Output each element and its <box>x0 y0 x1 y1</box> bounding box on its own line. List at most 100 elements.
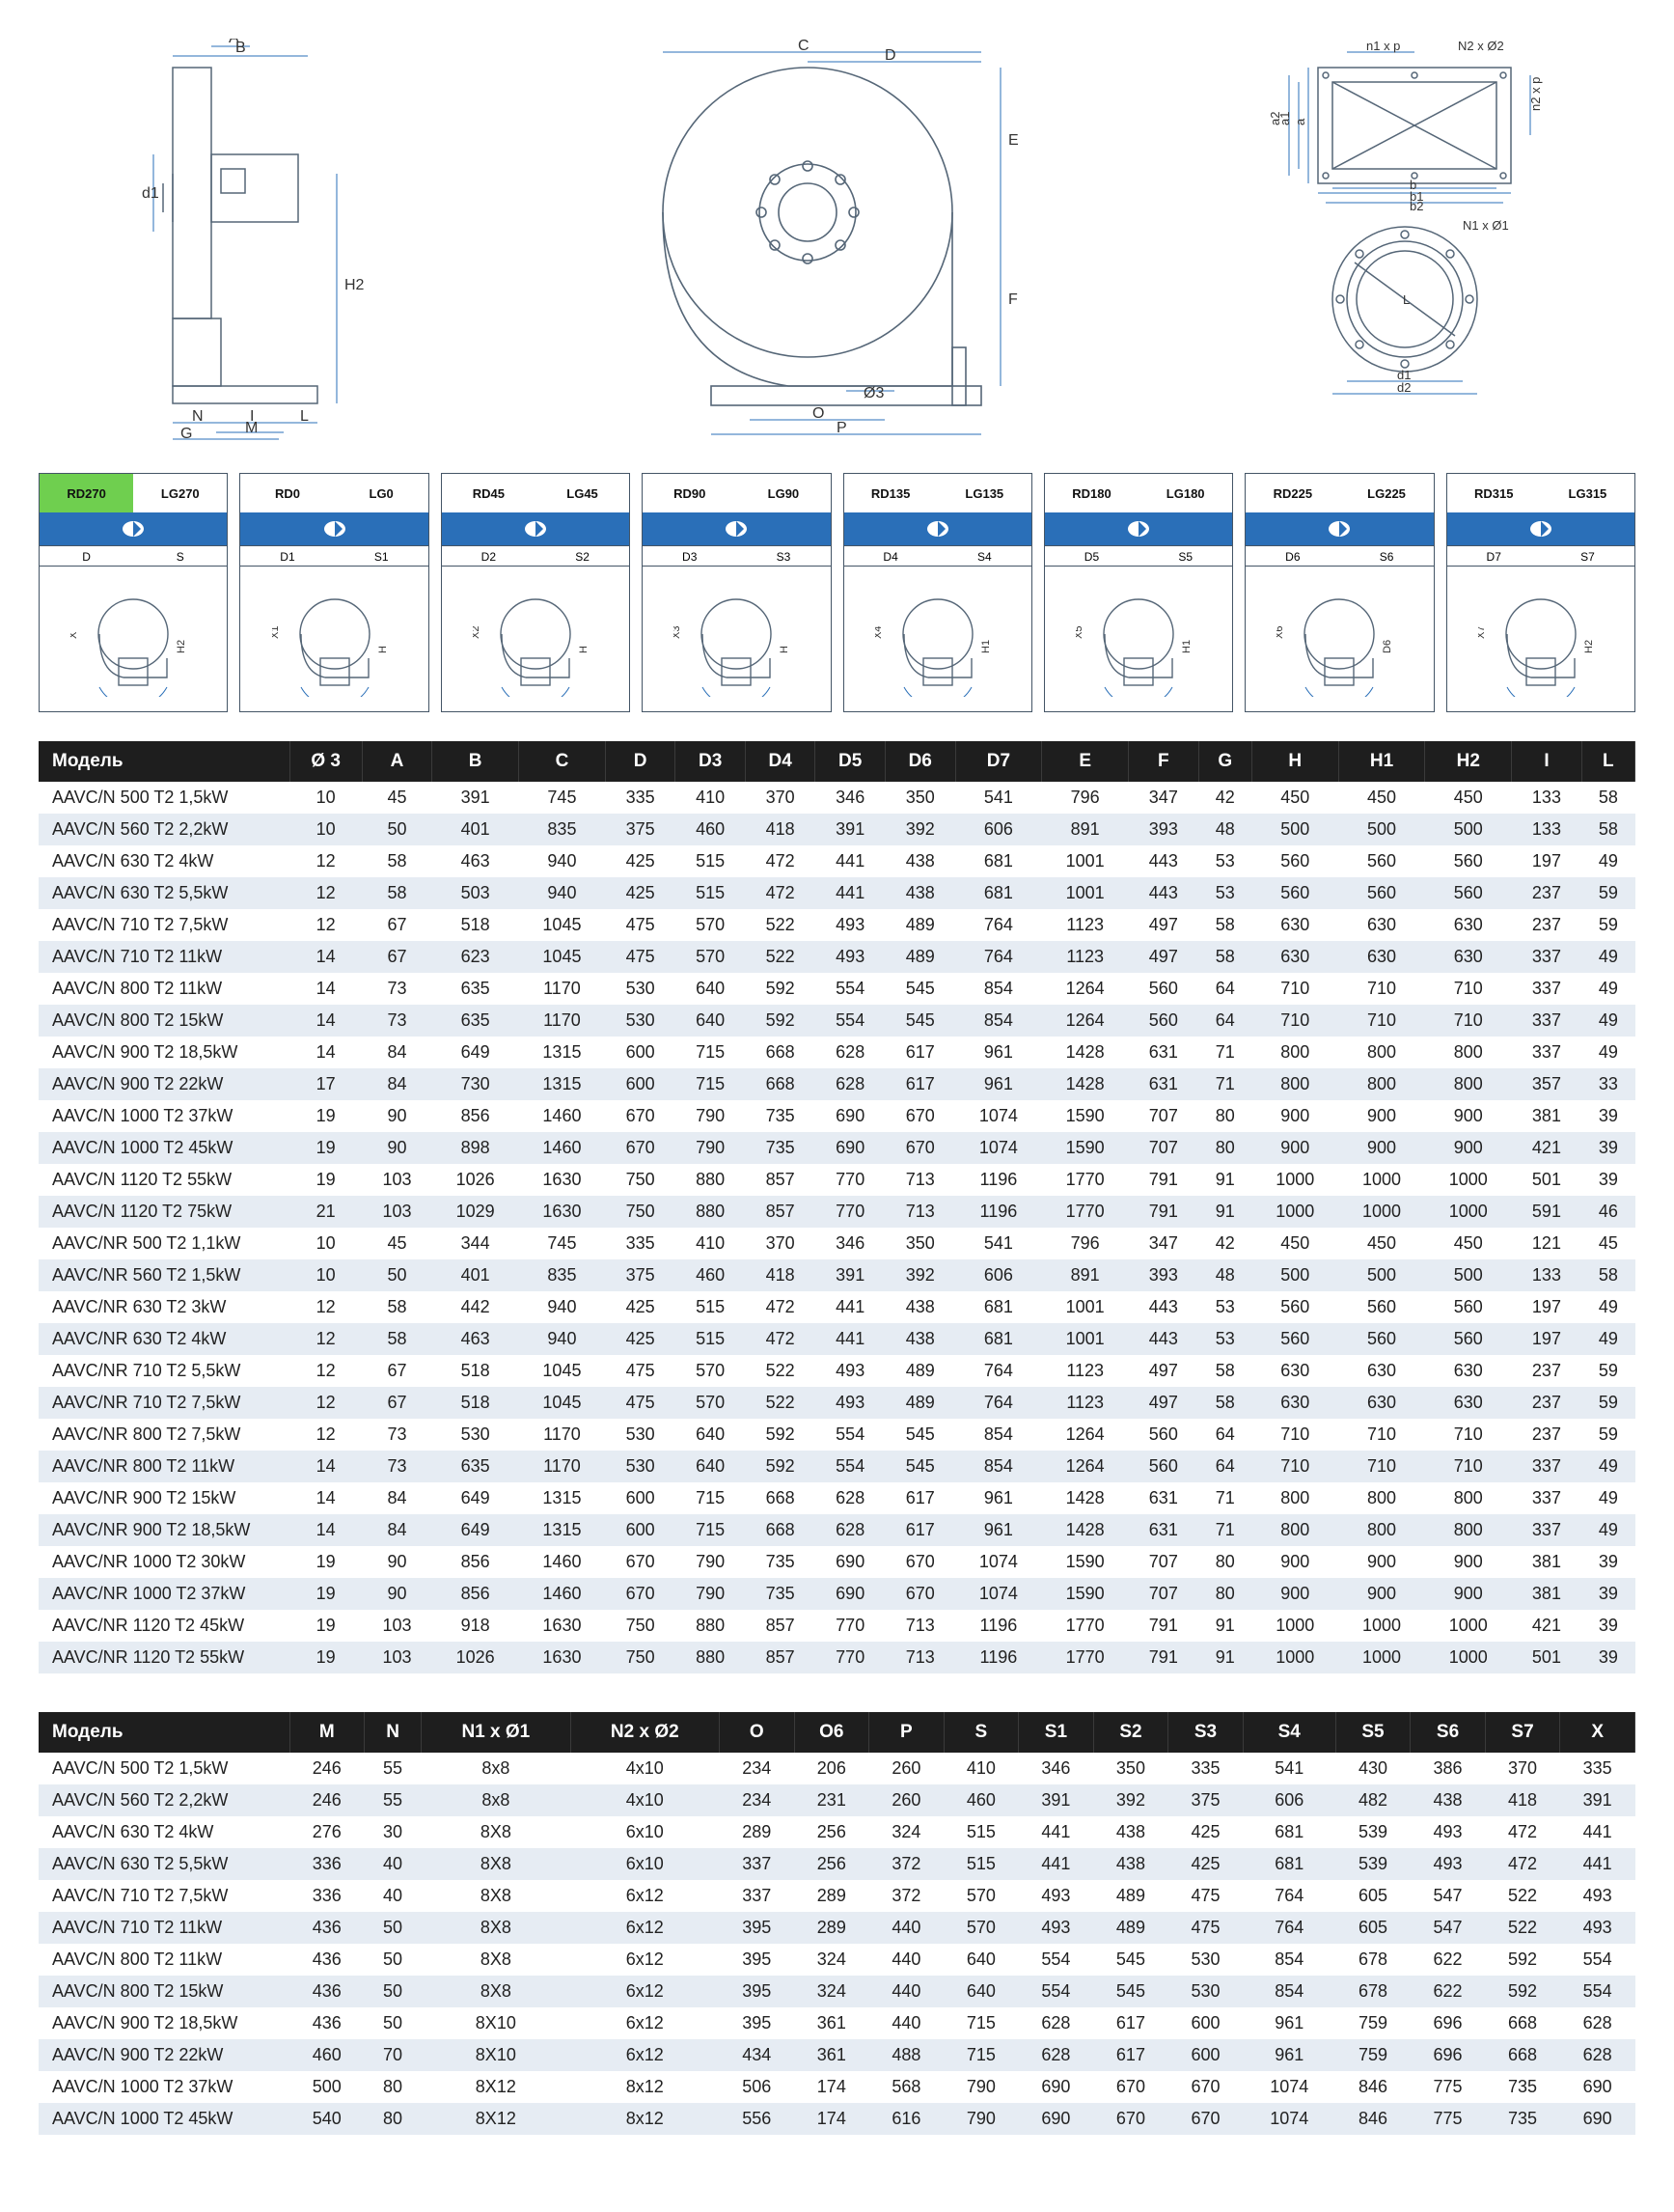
value-cell: 489 <box>1093 1912 1168 1944</box>
col-header: P <box>869 1712 945 1753</box>
lg-label: LG135 <box>938 474 1031 512</box>
value-cell: 489 <box>1093 1880 1168 1912</box>
dim-label: S7 <box>1541 546 1634 566</box>
value-cell: 357 <box>1512 1068 1582 1100</box>
table-row: AAVC/N 800 T2 15kW436508X86x123953244406… <box>39 1976 1635 2007</box>
value-cell: 560 <box>1251 1323 1338 1355</box>
value-cell: 237 <box>1512 909 1582 941</box>
col-header: S7 <box>1485 1712 1560 1753</box>
orientation-sketch: X2H <box>442 567 629 711</box>
value-cell: 628 <box>1560 2007 1635 2039</box>
svg-text:N1 x Ø1: N1 x Ø1 <box>1463 218 1509 233</box>
value-cell: 121 <box>1512 1228 1582 1259</box>
value-cell: 1264 <box>1042 1419 1129 1451</box>
value-cell: 418 <box>745 814 815 845</box>
value-cell: 710 <box>1338 973 1425 1005</box>
value-cell: 710 <box>1425 1419 1512 1451</box>
value-cell: 918 <box>432 1610 519 1642</box>
value-cell: 735 <box>1485 2071 1560 2103</box>
svg-text:N2 x Ø2: N2 x Ø2 <box>1458 39 1504 53</box>
technical-diagrams: B A d1 H2 N I L G M <box>39 39 1635 712</box>
value-cell: 8X8 <box>422 1816 570 1848</box>
front-view-svg: C D E F O Ø3 P <box>595 39 1058 444</box>
value-cell: 450 <box>1338 782 1425 814</box>
value-cell: 441 <box>1019 1816 1094 1848</box>
model-cell: AAVC/N 500 T2 1,5kW <box>39 1753 289 1784</box>
value-cell: 489 <box>885 1387 955 1419</box>
table-row: AAVC/N 710 T2 11kW436508X86x123952894405… <box>39 1912 1635 1944</box>
value-cell: 518 <box>432 909 519 941</box>
value-cell: 1000 <box>1425 1164 1512 1196</box>
value-cell: 391 <box>815 1259 886 1291</box>
value-cell: 630 <box>1425 1355 1512 1387</box>
svg-text:X2: X2 <box>473 626 481 639</box>
value-cell: 900 <box>1425 1546 1512 1578</box>
value-cell: 500 <box>1338 1259 1425 1291</box>
value-cell: 1630 <box>519 1164 606 1196</box>
value-cell: 500 <box>289 2071 365 2103</box>
rd-label: RD270 <box>40 474 133 512</box>
model-cell: AAVC/N 710 T2 7,5kW <box>39 1880 289 1912</box>
table-row: AAVC/NR 800 T2 7,5kW12735301170530640592… <box>39 1419 1635 1451</box>
value-cell: 770 <box>815 1610 886 1642</box>
value-cell: 421 <box>1512 1132 1582 1164</box>
value-cell: 630 <box>1338 941 1425 973</box>
value-cell: 1170 <box>519 1451 606 1482</box>
value-cell: 1045 <box>519 1355 606 1387</box>
value-cell: 940 <box>519 877 606 909</box>
col-header: S <box>944 1712 1019 1753</box>
value-cell: 80 <box>365 2071 422 2103</box>
value-cell: 790 <box>944 2071 1019 2103</box>
value-cell: 206 <box>794 1753 869 1784</box>
value-cell: 489 <box>885 941 955 973</box>
value-cell: 53 <box>1198 1323 1251 1355</box>
value-cell: 372 <box>869 1880 945 1912</box>
value-cell: 438 <box>885 1323 955 1355</box>
value-cell: 640 <box>944 1944 1019 1976</box>
value-cell: 1045 <box>519 909 606 941</box>
value-cell: 489 <box>885 909 955 941</box>
value-cell: 386 <box>1411 1753 1486 1784</box>
value-cell: 1170 <box>519 1419 606 1451</box>
value-cell: 443 <box>1129 845 1199 877</box>
value-cell: 289 <box>794 1880 869 1912</box>
value-cell: 547 <box>1411 1912 1486 1944</box>
value-cell: 750 <box>605 1164 675 1196</box>
svg-text:A: A <box>229 39 239 46</box>
value-cell: 560 <box>1338 1323 1425 1355</box>
model-cell: AAVC/N 1120 T2 55kW <box>39 1164 289 1196</box>
value-cell: 392 <box>885 814 955 845</box>
value-cell: 8X8 <box>422 1976 570 2007</box>
value-cell: 441 <box>815 877 886 909</box>
value-cell: 515 <box>944 1816 1019 1848</box>
value-cell: 1074 <box>1243 2103 1335 2135</box>
value-cell: 649 <box>432 1037 519 1068</box>
value-cell: 493 <box>1019 1880 1094 1912</box>
value-cell: 681 <box>955 845 1042 877</box>
value-cell: 500 <box>1425 1259 1512 1291</box>
model-cell: AAVC/NR 1000 T2 30kW <box>39 1546 289 1578</box>
value-cell: 55 <box>365 1784 422 1816</box>
col-header: D <box>605 741 675 782</box>
value-cell: 545 <box>885 1419 955 1451</box>
value-cell: 1170 <box>519 973 606 1005</box>
orientation-arrow-icon <box>1246 512 1433 545</box>
value-cell: 681 <box>955 1291 1042 1323</box>
value-cell: 438 <box>885 877 955 909</box>
value-cell: 347 <box>1129 782 1199 814</box>
value-cell: 605 <box>1335 1912 1411 1944</box>
value-cell: 1770 <box>1042 1164 1129 1196</box>
value-cell: 635 <box>432 973 519 1005</box>
value-cell: 12 <box>289 877 362 909</box>
value-cell: 681 <box>955 1323 1042 1355</box>
value-cell: 493 <box>815 941 886 973</box>
table-row: AAVC/N 500 T2 1,5kW246558x84x10234206260… <box>39 1753 1635 1784</box>
value-cell: 515 <box>675 845 746 877</box>
value-cell: 1315 <box>519 1037 606 1068</box>
value-cell: 1196 <box>955 1164 1042 1196</box>
value-cell: 393 <box>1129 1259 1199 1291</box>
svg-text:M: M <box>245 420 258 436</box>
value-cell: 735 <box>745 1578 815 1610</box>
value-cell: 961 <box>955 1037 1042 1068</box>
value-cell: 759 <box>1335 2039 1411 2071</box>
